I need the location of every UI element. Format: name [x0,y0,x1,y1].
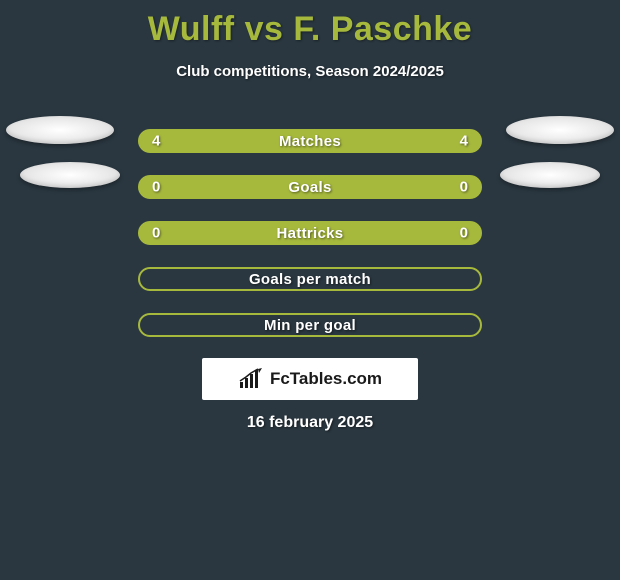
stat-label: Matches [279,133,341,150]
stat-row-min-per-goal: Min per goal [0,302,620,348]
stat-bar: 0 Goals 0 [138,175,482,199]
stat-label: Goals [288,179,331,196]
chart-icon [238,368,264,390]
source-logo[interactable]: FcTables.com [202,358,418,400]
stat-row-hattricks: 0 Hattricks 0 [0,210,620,256]
stat-value-right: 4 [460,133,468,150]
page-subtitle: Club competitions, Season 2024/2025 [0,63,620,80]
stat-bar: Min per goal [138,313,482,337]
source-logo-text: FcTables.com [270,369,382,389]
stat-bar: Goals per match [138,267,482,291]
page-title: Wulff vs F. Paschke [0,0,620,49]
stat-bar: 0 Hattricks 0 [138,221,482,245]
stat-label: Goals per match [249,271,371,288]
stat-row-goals-per-match: Goals per match [0,256,620,302]
stat-value-left: 0 [152,179,160,196]
stat-label: Hattricks [277,225,344,242]
stat-bar: 4 Matches 4 [138,129,482,153]
stat-value-left: 0 [152,225,160,242]
stat-row-goals: 0 Goals 0 [0,164,620,210]
stat-value-right: 0 [460,225,468,242]
stat-value-right: 0 [460,179,468,196]
stat-row-matches: 4 Matches 4 [0,118,620,164]
date-label: 16 february 2025 [0,414,620,432]
stat-label: Min per goal [264,317,356,334]
comparison-content: 4 Matches 4 0 Goals 0 0 Hattricks 0 Goal… [0,118,620,432]
stat-value-left: 4 [152,133,160,150]
